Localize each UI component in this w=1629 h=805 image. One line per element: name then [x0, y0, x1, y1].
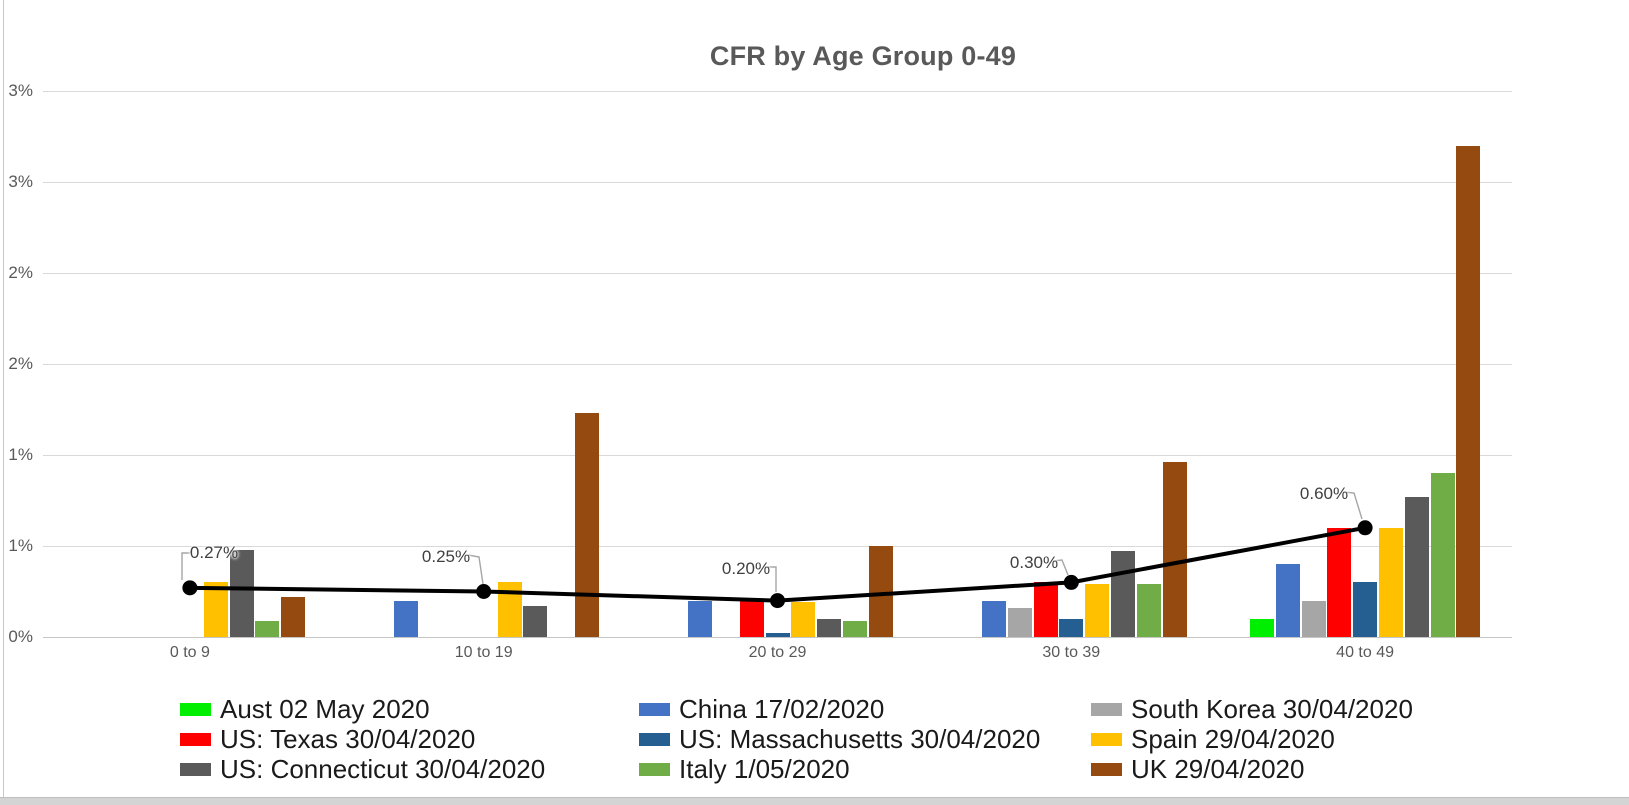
line-data-label: 0.60% [1299, 484, 1349, 503]
bar-spain-29-04-2020-0-to-9[interactable] [203, 582, 228, 637]
y-gridline [43, 455, 1512, 456]
bar-spain-29-04-2020-40-to-49[interactable] [1378, 527, 1403, 637]
x-axis-category-label: 10 to 19 [454, 644, 513, 661]
bar-uk-29-04-2020-40-to-49[interactable] [1456, 145, 1481, 637]
bar-china-17-02-2020-30-to-39[interactable] [981, 600, 1006, 637]
legend-label: South Korea 30/04/2020 [1131, 693, 1413, 724]
y-axis-tick-label: 1% [8, 536, 33, 555]
legend-swatch [1091, 762, 1122, 776]
bar-us-connecticut-30-04-2020-40-to-49[interactable] [1404, 496, 1429, 637]
legend-swatch [639, 702, 670, 716]
bar-us-massachusetts-30-04-2020-40-to-49[interactable] [1353, 582, 1378, 637]
legend-swatch [639, 732, 670, 746]
y-axis-tick-label: 0% [8, 627, 33, 646]
bar-us-massachusetts-30-04-2020-20-to-29[interactable] [765, 633, 790, 637]
bar-us-connecticut-30-04-2020-10-to-19[interactable] [523, 606, 548, 637]
legend-swatch [180, 732, 211, 746]
window-bottom-strip [0, 797, 1629, 805]
legend-item-us-texas-30-04-2020[interactable]: US: Texas 30/04/2020 [180, 724, 639, 754]
bar-us-texas-30-04-2020-20-to-29[interactable] [739, 600, 764, 637]
bar-aust-02-may-2020-40-to-49[interactable] [1249, 618, 1274, 637]
y-gridline [43, 273, 1512, 274]
data-label-leader-line [467, 554, 484, 585]
legend-item-spain-29-04-2020[interactable]: Spain 29/04/2020 [1091, 724, 1580, 754]
average-cfr-line [189, 525, 1366, 603]
bar-us-texas-30-04-2020-30-to-39[interactable] [1033, 582, 1058, 637]
bar-us-texas-30-04-2020-40-to-49[interactable] [1327, 527, 1352, 637]
window-left-edge [3, 0, 4, 797]
legend-swatch [180, 762, 211, 776]
y-axis-tick-label: 2% [8, 263, 33, 282]
bar-south-korea-30-04-2020-40-to-49[interactable] [1301, 600, 1326, 637]
line-data-label: 0.27% [189, 543, 239, 562]
y-gridline [43, 182, 1512, 183]
legend-label: Aust 02 May 2020 [220, 693, 430, 724]
bar-us-connecticut-30-04-2020-20-to-29[interactable] [817, 618, 842, 637]
bar-italy-1-05-2020-20-to-29[interactable] [842, 620, 867, 637]
legend-label: Spain 29/04/2020 [1131, 723, 1335, 754]
legend-label: US: Texas 30/04/2020 [220, 723, 476, 754]
legend-label: UK 29/04/2020 [1131, 753, 1305, 784]
bar-italy-1-05-2020-30-to-39[interactable] [1136, 584, 1161, 637]
legend-swatch [1091, 702, 1122, 716]
bar-china-17-02-2020-40-to-49[interactable] [1275, 564, 1300, 637]
legend-label: US: Connecticut 30/04/2020 [220, 753, 546, 784]
line-data-label: 0.25% [421, 547, 471, 566]
y-gridline [43, 91, 1512, 92]
line-marker [1063, 574, 1079, 590]
legend-item-south-korea-30-04-2020[interactable]: South Korea 30/04/2020 [1091, 694, 1580, 724]
y-gridline [43, 637, 1512, 638]
chart-title: CFR by Age Group 0-49 [709, 41, 1017, 71]
line-marker [182, 580, 198, 596]
legend-item-us-connecticut-30-04-2020[interactable]: US: Connecticut 30/04/2020 [180, 754, 639, 784]
data-label-leader-line [181, 552, 190, 580]
y-axis-tick-label: 1% [8, 445, 33, 464]
x-axis-category-label: 20 to 29 [748, 644, 807, 661]
y-axis-tick-label: 3% [8, 81, 33, 100]
y-axis-tick-label: 3% [8, 172, 33, 191]
legend-swatch [180, 702, 211, 716]
bar-uk-29-04-2020-0-to-9[interactable] [281, 596, 306, 637]
legend-label: US: Massachusetts 30/04/2020 [679, 723, 1041, 754]
legend-swatch [1091, 732, 1122, 746]
legend-item-aust-02-may-2020[interactable]: Aust 02 May 2020 [180, 694, 639, 724]
y-gridline [43, 546, 1512, 547]
legend-label: Italy 1/05/2020 [679, 753, 850, 784]
y-gridline [43, 364, 1512, 365]
line-marker [1357, 520, 1373, 536]
bar-italy-1-05-2020-0-to-9[interactable] [255, 620, 280, 637]
legend-item-china-17-02-2020[interactable]: China 17/02/2020 [639, 694, 1091, 724]
bar-china-17-02-2020-20-to-29[interactable] [688, 600, 713, 637]
y-axis-tick-label: 2% [8, 354, 33, 373]
line-marker [476, 584, 492, 599]
bar-uk-29-04-2020-30-to-39[interactable] [1162, 462, 1187, 637]
bar-uk-29-04-2020-20-to-29[interactable] [868, 546, 893, 637]
x-axis-category-label: 30 to 39 [1042, 644, 1101, 661]
legend-item-italy-1-05-2020[interactable]: Italy 1/05/2020 [639, 754, 1091, 784]
bar-us-connecticut-30-04-2020-30-to-39[interactable] [1110, 551, 1135, 637]
line-data-label: 0.20% [721, 559, 771, 578]
bar-spain-29-04-2020-30-to-39[interactable] [1085, 584, 1110, 637]
x-axis-category-label: 0 to 9 [169, 644, 210, 661]
legend-label: China 17/02/2020 [679, 693, 885, 724]
bar-italy-1-05-2020-40-to-49[interactable] [1430, 473, 1455, 637]
bar-uk-29-04-2020-10-to-19[interactable] [574, 413, 599, 637]
line-marker [770, 593, 785, 609]
x-axis-category-label: 40 to 49 [1336, 644, 1394, 661]
chart-legend[interactable]: Aust 02 May 2020 China 17/02/2020 South Ko… [180, 694, 1580, 784]
bar-china-17-02-2020-10-to-19[interactable] [394, 600, 419, 637]
bar-spain-29-04-2020-20-to-29[interactable] [791, 602, 816, 637]
bar-us-massachusetts-30-04-2020-30-to-39[interactable] [1059, 618, 1084, 637]
line-data-label: 0.30% [1009, 553, 1059, 572]
bar-south-korea-30-04-2020-30-to-39[interactable] [1007, 607, 1032, 637]
legend-item-us-massachusetts-30-04-2020[interactable]: US: Massachusetts 30/04/2020 [639, 724, 1091, 754]
bar-spain-29-04-2020-10-to-19[interactable] [497, 582, 522, 637]
legend-swatch [639, 762, 670, 776]
legend-item-uk-29-04-2020[interactable]: UK 29/04/2020 [1091, 754, 1580, 784]
